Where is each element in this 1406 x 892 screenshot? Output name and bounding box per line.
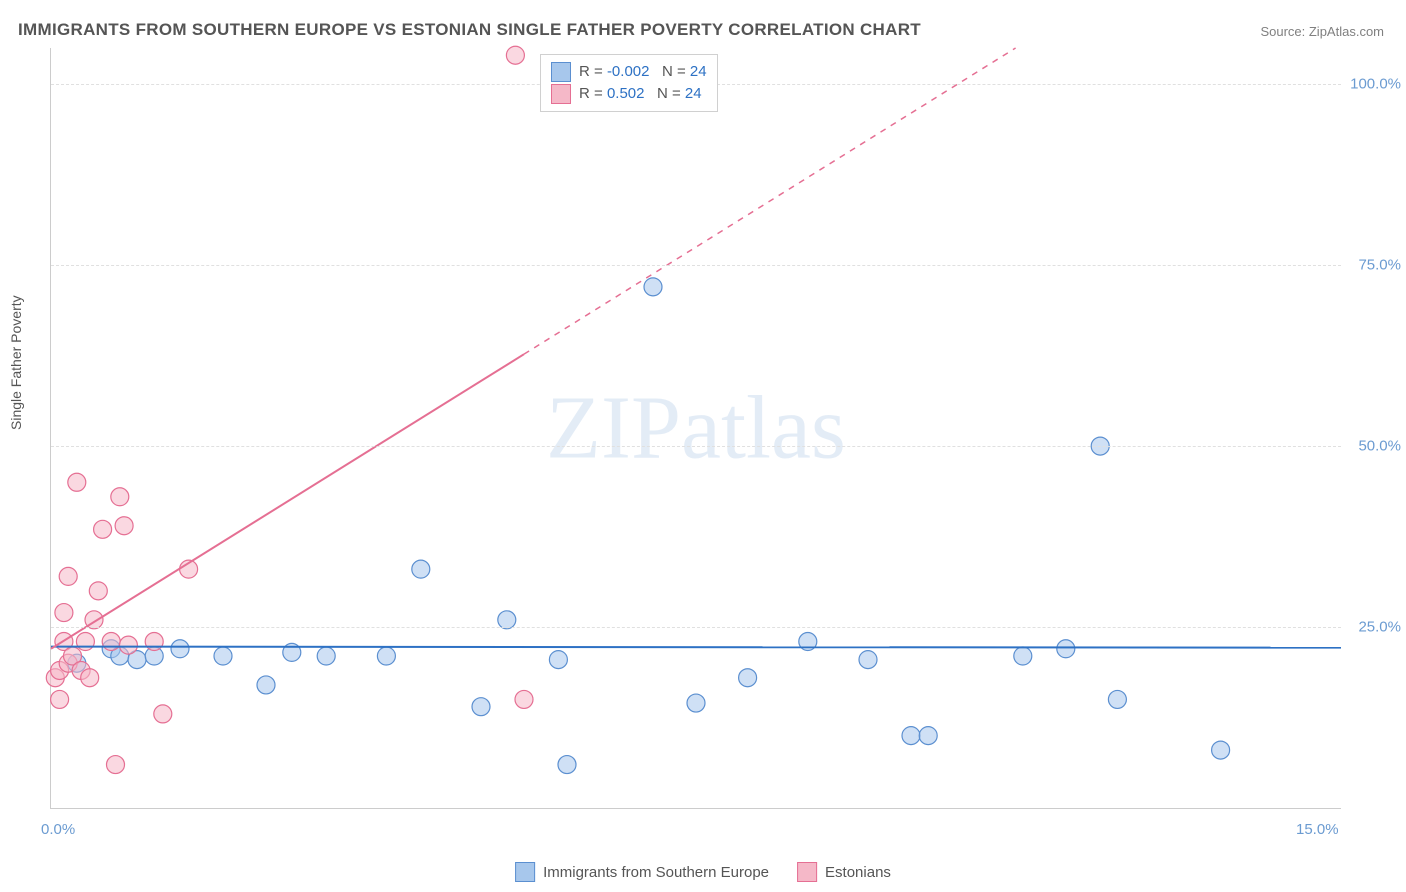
- y-axis-label: Single Father Poverty: [8, 295, 24, 430]
- series-legend-label: Estonians: [825, 864, 891, 881]
- x-tick-label: 0.0%: [41, 821, 75, 838]
- data-point: [171, 640, 189, 658]
- data-point: [902, 727, 920, 745]
- data-point: [214, 647, 232, 665]
- data-point: [81, 669, 99, 687]
- gridline: [51, 627, 1341, 628]
- series-legend-label: Immigrants from Southern Europe: [543, 864, 769, 881]
- y-tick-label: 50.0%: [1346, 438, 1401, 455]
- data-point: [94, 520, 112, 538]
- data-point: [68, 473, 86, 491]
- legend-stat-text: R = 0.502 N = 24: [579, 83, 702, 105]
- source-attribution: Source: ZipAtlas.com: [1260, 24, 1384, 39]
- plot-area: ZIPatlas 25.0%50.0%75.0%100.0%0.0%15.0%: [50, 48, 1341, 809]
- legend-swatch: [515, 862, 535, 882]
- data-point: [1108, 690, 1126, 708]
- data-point: [1212, 741, 1230, 759]
- legend-swatch: [551, 62, 571, 82]
- data-point: [89, 582, 107, 600]
- data-point: [154, 705, 172, 723]
- series-legend-item: Estonians: [797, 862, 891, 882]
- data-point: [115, 517, 133, 535]
- data-point: [317, 647, 335, 665]
- data-point: [1057, 640, 1075, 658]
- gridline: [51, 446, 1341, 447]
- data-point: [412, 560, 430, 578]
- data-point: [257, 676, 275, 694]
- chart-svg: [51, 48, 1341, 808]
- data-point: [919, 727, 937, 745]
- data-point: [55, 604, 73, 622]
- data-point: [859, 651, 877, 669]
- legend-swatch: [797, 862, 817, 882]
- data-point: [549, 651, 567, 669]
- data-point: [107, 756, 125, 774]
- gridline: [51, 265, 1341, 266]
- chart-title: IMMIGRANTS FROM SOUTHERN EUROPE VS ESTON…: [18, 20, 921, 40]
- y-tick-label: 100.0%: [1346, 76, 1401, 93]
- data-point: [1014, 647, 1032, 665]
- data-point: [739, 669, 757, 687]
- data-point: [145, 633, 163, 651]
- legend-stat-text: R = -0.002 N = 24: [579, 61, 707, 83]
- data-point: [515, 690, 533, 708]
- data-point: [558, 756, 576, 774]
- data-point: [644, 278, 662, 296]
- data-point: [472, 698, 490, 716]
- data-point: [111, 488, 129, 506]
- data-point: [59, 567, 77, 585]
- trend-line: [51, 647, 1341, 648]
- correlation-legend: R = -0.002 N = 24R = 0.502 N = 24: [540, 54, 718, 112]
- legend-swatch: [551, 84, 571, 104]
- data-point: [377, 647, 395, 665]
- data-point: [687, 694, 705, 712]
- legend-row: R = 0.502 N = 24: [551, 83, 707, 105]
- y-tick-label: 75.0%: [1346, 257, 1401, 274]
- data-point: [119, 636, 137, 654]
- data-point: [102, 633, 120, 651]
- data-point: [51, 690, 69, 708]
- legend-row: R = -0.002 N = 24: [551, 61, 707, 83]
- x-tick-label: 15.0%: [1296, 821, 1339, 838]
- series-legend: Immigrants from Southern Europe Estonians: [515, 862, 891, 882]
- series-legend-item: Immigrants from Southern Europe: [515, 862, 769, 882]
- data-point: [76, 633, 94, 651]
- data-point: [506, 46, 524, 64]
- y-tick-label: 25.0%: [1346, 619, 1401, 636]
